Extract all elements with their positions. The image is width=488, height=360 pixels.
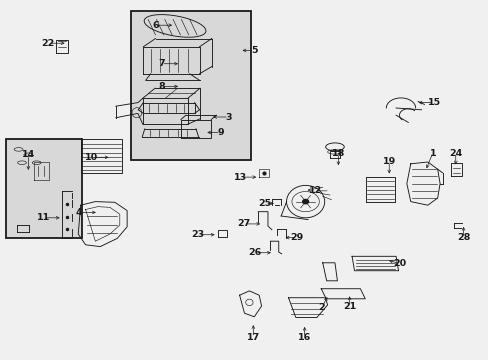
Text: 16: 16 xyxy=(297,333,311,342)
Text: 20: 20 xyxy=(393,259,406,268)
Text: 29: 29 xyxy=(290,233,304,242)
Bar xyxy=(6,139,81,238)
Bar xyxy=(131,11,250,160)
Text: 26: 26 xyxy=(248,248,262,257)
Text: 22: 22 xyxy=(41,39,55,48)
Circle shape xyxy=(302,199,308,204)
Text: 24: 24 xyxy=(448,149,462,158)
Text: 1: 1 xyxy=(428,149,435,158)
Text: 27: 27 xyxy=(236,220,250,229)
Text: 10: 10 xyxy=(85,153,98,162)
Text: 3: 3 xyxy=(225,112,232,122)
Text: 23: 23 xyxy=(191,230,204,239)
Text: 12: 12 xyxy=(308,186,322,195)
Text: 5: 5 xyxy=(250,46,257,55)
Text: 4: 4 xyxy=(76,208,82,217)
Text: 19: 19 xyxy=(382,157,395,166)
Text: 21: 21 xyxy=(342,302,356,311)
Text: 28: 28 xyxy=(456,233,469,242)
Text: 25: 25 xyxy=(258,199,271,208)
Text: 18: 18 xyxy=(331,149,345,158)
Text: 8: 8 xyxy=(158,82,164,91)
Text: 13: 13 xyxy=(234,173,246,182)
Text: 2: 2 xyxy=(318,303,325,312)
Text: 6: 6 xyxy=(152,21,159,30)
Text: 11: 11 xyxy=(37,213,51,222)
Text: 14: 14 xyxy=(21,150,35,159)
Text: 17: 17 xyxy=(246,333,260,342)
Text: 9: 9 xyxy=(217,128,224,137)
Text: 7: 7 xyxy=(158,59,164,68)
Text: 15: 15 xyxy=(427,98,440,107)
